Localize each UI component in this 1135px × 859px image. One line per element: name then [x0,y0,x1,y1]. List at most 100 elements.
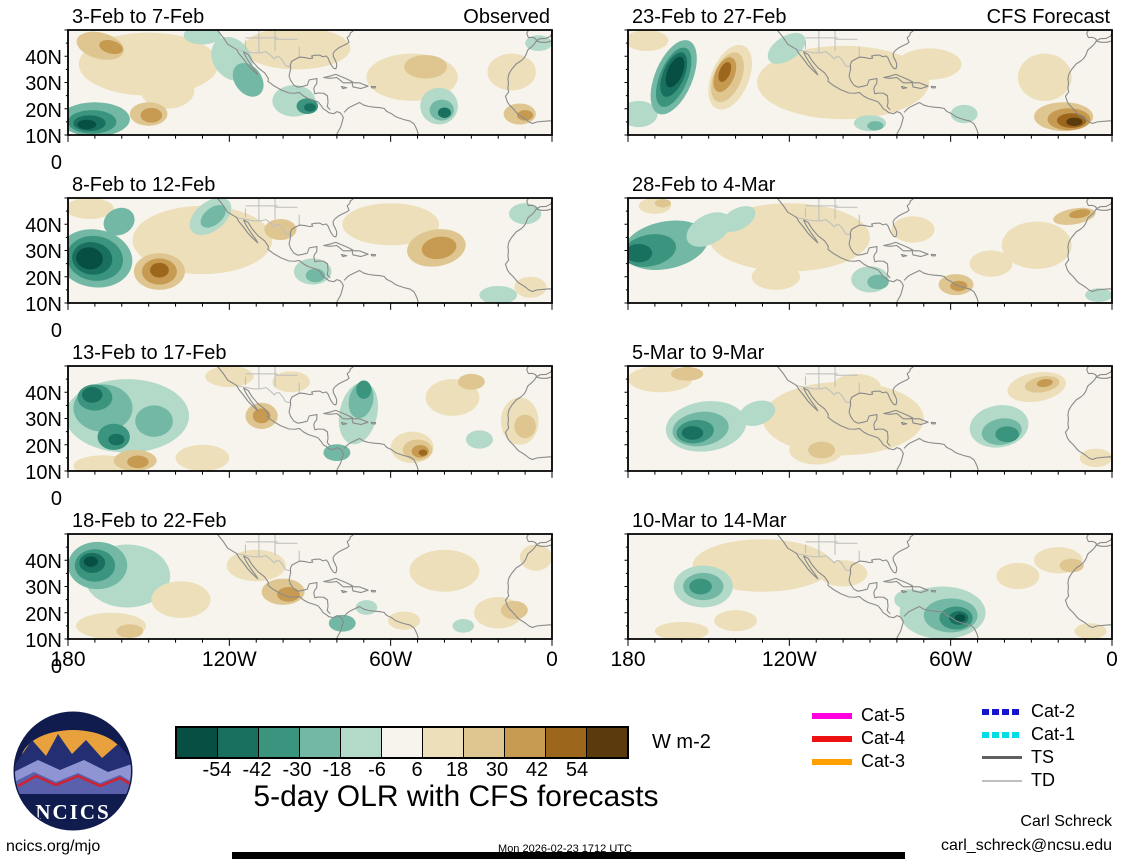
colorbar-tick-label: -18 [322,759,352,781]
colorbar-cell [464,728,505,757]
colorbar-tick-label: -42 [242,759,272,781]
legend-line-swatch [812,758,852,765]
y-tick-label: 30N [25,409,62,432]
y-tick-label: 40N [25,551,62,573]
colorbar-cell [382,728,423,757]
bottom-bar [232,852,905,859]
olr-anomaly-map [628,198,1112,303]
y-tick-label: 20N [25,435,62,458]
legend-row: Cat-1 [982,723,1075,746]
colorbar-tick-label: -54 [202,759,232,781]
legend-label: Cat-1 [1031,724,1076,744]
y-tick-label: 10N [25,293,62,316]
colorbar-tick-label: 18 [445,759,469,781]
panel-source-label: Observed [463,6,550,28]
panel-source-label: CFS Forecast [986,6,1110,28]
panel-header: 10-Mar to 14-Mar [628,506,1112,534]
map-panel: 28-Feb to 4-Mar [628,170,1112,303]
logo-text: NCICS [35,800,110,824]
colorbar-cell [423,728,464,757]
y-tick-label: 0 [50,656,62,678]
y-tick-label: 10N [25,461,62,484]
colorbar-cell [259,728,300,757]
panel-header: 28-Feb to 4-Mar [628,170,1112,198]
legend-row: Cat-2 [982,700,1075,723]
x-tick-label: 180 [50,648,86,671]
y-tick-label: 40N [25,383,62,405]
credit-name: Carl Schreck [1020,813,1112,830]
panel-date-range: 23-Feb to 27-Feb [632,6,787,28]
panel-header: 23-Feb to 27-Feb CFS Forecast [628,2,1112,30]
y-tick-label: 20N [25,603,62,626]
legend-line-swatch [982,731,1022,738]
colorbar-tick-label: 30 [485,759,509,781]
colorbar-labels: -54 -42 -30 -18 -6 6 18 30 42 54 [177,759,617,783]
panel-date-range: 28-Feb to 4-Mar [632,174,776,196]
y-tick-label: 0 [50,320,62,342]
x-tick-label: 60W [369,648,413,671]
ncics-logo: NCICS [13,711,133,831]
colorbar [175,726,629,759]
legend-line-swatch [982,779,1022,782]
olr-anomaly-map [68,534,552,639]
legend-line-swatch [982,708,1022,715]
logo-mountains-front [15,772,131,794]
x-axis-labels-left: 180 120W 60W 0 [50,648,557,674]
panel-header: 5-Mar to 9-Mar [628,338,1112,366]
map-panel: 3-Feb to 7-Feb Observed 40N 30N 20N 10N 0 [25,2,552,174]
map-panel: 23-Feb to 27-Feb CFS Forecast [628,2,1112,135]
legend-row: TS [982,746,1075,769]
x-tick-label: 180 [610,648,646,671]
olr-anomaly-map [628,534,1112,639]
x-tick-label: 120W [201,648,257,671]
colorbar-cell [177,728,218,757]
logo-art: NCICS [15,713,131,829]
hurricane-category-legend-col1: Cat-5 Cat-4 Cat-3 [812,704,905,773]
y-tick-label: 30N [25,241,62,264]
olr-anomaly-map [628,30,1112,135]
credit-email: carl_schreck@ncsu.edu [941,837,1112,854]
map-panel: 10-Mar to 14-Mar [628,506,1112,639]
website-label: ncics.org/mjo [6,838,101,855]
y-tick-label: 30N [25,577,62,600]
figure-title: 5-day OLR with CFS forecasts [253,780,659,813]
y-tick-label: 40N [25,47,62,69]
y-tick-label: 10N [25,125,62,148]
panel-date-range: 3-Feb to 7-Feb [72,6,205,28]
panel-date-range: 8-Feb to 12-Feb [72,174,216,196]
panel-date-range: 13-Feb to 17-Feb [72,342,227,364]
colorbar-cell [505,728,546,757]
y-tick-label: 10N [25,629,62,652]
colorbar-unit-label: W m-2 [652,731,711,753]
legend-row: TD [982,769,1075,792]
logo-red-line [17,774,131,788]
colorbar-cell [218,728,259,757]
y-tick-label: 40N [25,215,62,237]
colorbar-cell [300,728,341,757]
panel-date-range: 18-Feb to 22-Feb [72,510,227,532]
panel-date-range: 5-Mar to 9-Mar [632,342,765,364]
olr-anomaly-map [68,198,552,303]
panel-header: 13-Feb to 17-Feb [68,338,552,366]
y-tick-label: 0 [50,152,62,174]
colorbar-tick-label: 42 [525,759,549,781]
x-axis-labels-right: 180 120W 60W 0 [610,648,1117,674]
legend-label: Cat-2 [1031,701,1076,721]
colorbar-cell [341,728,382,757]
panel-date-range: 10-Mar to 14-Mar [632,510,787,532]
colorbar-cell [587,728,627,757]
map-panel: 8-Feb to 12-Feb 40N 30N 20N 10N 0 [25,170,552,342]
legend-line-swatch [812,712,852,719]
map-panel: 18-Feb to 22-Feb 40N 30N 20N 10N 0 [25,506,552,678]
y-tick-label: 0 [50,488,62,510]
legend-row: Cat-5 [812,704,905,727]
x-tick-label: 120W [761,648,817,671]
panel-header: 3-Feb to 7-Feb Observed [68,2,552,30]
legend-row: Cat-3 [812,750,905,773]
panel-header: 18-Feb to 22-Feb [68,506,552,534]
hurricane-category-legend-col2: Cat-2 Cat-1 TS TD [982,700,1075,792]
panel-header: 8-Feb to 12-Feb [68,170,552,198]
legend-line-swatch [812,735,852,742]
y-tick-label: 30N [25,73,62,96]
